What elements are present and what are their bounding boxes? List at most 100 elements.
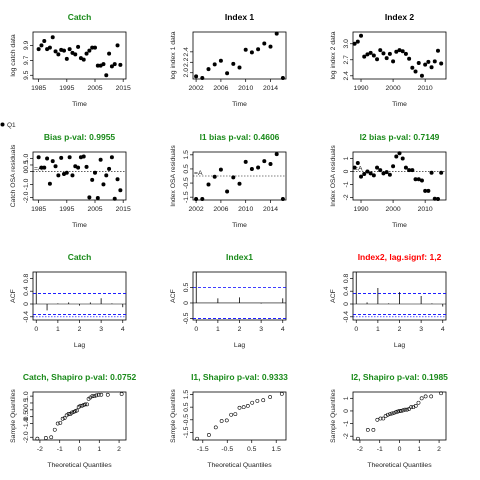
plot-frame — [32, 151, 127, 201]
data-point — [70, 173, 75, 178]
data-point — [439, 170, 444, 175]
data-point — [405, 407, 409, 412]
data-point — [384, 56, 389, 61]
data-point — [47, 45, 52, 50]
y-tick-label: 1 — [343, 156, 350, 160]
data-point — [371, 173, 376, 178]
data-point — [218, 58, 223, 63]
y-tick-label: 0 — [343, 409, 350, 413]
data-point — [90, 177, 95, 182]
data-point — [245, 403, 250, 408]
x-tick-label: 1990 — [353, 85, 368, 92]
data-point — [397, 409, 402, 413]
x-tick-label: 2014 — [263, 206, 278, 213]
data-point — [410, 168, 415, 173]
data-point — [43, 436, 48, 440]
x-tick-label: 0 — [354, 326, 358, 333]
data-point — [194, 197, 199, 202]
data-point — [64, 56, 69, 61]
data-point — [112, 62, 117, 67]
data-point — [115, 43, 120, 48]
plot-frame — [192, 31, 287, 80]
data-point — [99, 392, 104, 397]
y-axis-label: log index 1 data — [170, 31, 177, 79]
data-point — [53, 49, 58, 54]
data-point — [212, 174, 217, 179]
y-tick-label: 1.0 — [23, 391, 30, 401]
data-point — [392, 410, 396, 415]
panel-6: I2 bias p-val: 0.7149 1990 2000 2010 -2 -1 0 1 T… — [330, 132, 447, 229]
y-tick-label: 0.5 — [183, 283, 190, 293]
mean-label: =A — [354, 165, 363, 172]
x-tick-label: 2015 — [116, 206, 131, 213]
data-point — [93, 45, 98, 50]
data-point — [233, 412, 238, 417]
x-tick-label: 0 — [194, 326, 198, 333]
y-tick-label: -1.0 — [23, 417, 30, 429]
data-point — [432, 59, 437, 64]
data-point — [426, 188, 431, 193]
y-tick-label: 9.5 — [23, 70, 30, 80]
data-point — [35, 436, 40, 441]
data-point — [394, 49, 399, 54]
x-tick-label: 2005 — [87, 206, 102, 213]
data-point — [403, 407, 407, 412]
y-tick-label: 0 — [183, 301, 190, 305]
data-point — [407, 56, 412, 61]
data-point — [399, 409, 404, 413]
data-point — [391, 59, 396, 64]
data-point — [49, 435, 54, 440]
y-tick-label: 9.9 — [23, 40, 30, 50]
y-tick-label: -2 — [343, 194, 350, 200]
data-point — [73, 52, 78, 57]
x-axis-label: Lag — [74, 342, 86, 349]
x-axis-label: Theoretical Quantiles — [367, 462, 432, 469]
data-point — [90, 394, 95, 399]
data-point — [378, 168, 383, 173]
panel-7: Catch 0 1 2 3 4 -0.4 0 0.4 0.8 Lag ACF — [10, 252, 127, 349]
data-point — [419, 396, 424, 401]
x-tick-label: 2006 — [213, 85, 228, 92]
x-tick-label: 1 — [417, 446, 421, 453]
x-axis-label: Time — [232, 101, 247, 108]
data-point — [115, 177, 120, 182]
x-tick-label: -0.5 — [221, 446, 233, 453]
data-point — [268, 44, 273, 49]
x-tick-label: 1990 — [353, 206, 368, 213]
data-point — [56, 52, 61, 57]
data-point — [280, 197, 285, 202]
y-tick-label: 3.0 — [343, 39, 350, 49]
data-point — [95, 196, 100, 201]
data-point — [225, 189, 230, 194]
data-point — [400, 49, 405, 54]
y-tick-label: -1 — [343, 420, 350, 426]
data-point — [268, 162, 273, 167]
data-point — [75, 408, 79, 413]
x-tick-label: 2000 — [386, 206, 401, 213]
data-point — [274, 31, 279, 36]
x-tick-label: 1 — [56, 326, 60, 333]
x-tick-label: 2015 — [116, 85, 131, 92]
data-point — [416, 400, 421, 405]
data-point — [365, 169, 370, 174]
y-tick-label: -2.0 — [23, 191, 30, 203]
y-axis-label: Sample Quantiles — [330, 389, 337, 443]
plot-frame — [352, 151, 447, 201]
x-tick-label: 1.5 — [271, 446, 281, 453]
panel-2: Index 1 2002 2006 2010 2014 2.02.22.4 Time log … — [170, 12, 287, 108]
data-point — [419, 178, 424, 183]
data-point — [104, 73, 109, 78]
data-point — [76, 44, 81, 49]
data-point — [435, 197, 440, 202]
x-tick-label: 2 — [117, 446, 121, 453]
data-point — [231, 61, 236, 66]
legend-q1: Q1 — [0, 122, 16, 129]
x-tick-label: 0.5 — [247, 446, 257, 453]
data-point — [413, 177, 418, 182]
panel-title: I1 bias p-val: 0.4606 — [200, 132, 280, 142]
data-point — [429, 65, 434, 70]
x-tick-label: 0 — [34, 326, 38, 333]
data-point — [279, 391, 284, 396]
data-point — [435, 48, 440, 53]
